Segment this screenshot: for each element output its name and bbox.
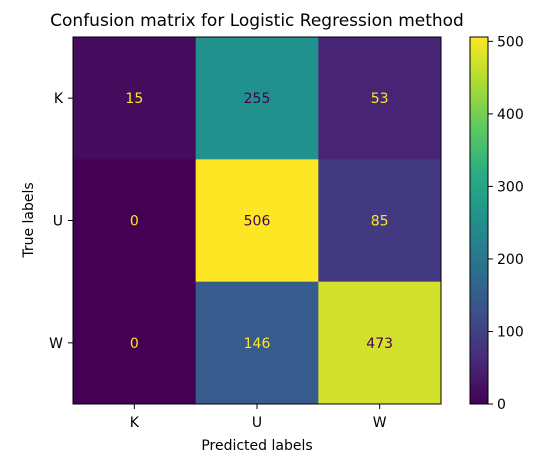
x-tick-label: W <box>373 415 387 431</box>
heatmap-cell <box>318 37 442 160</box>
cell-value-label: 0 <box>130 336 139 352</box>
heatmap-cell <box>73 159 197 283</box>
cell-value-label: 146 <box>244 336 271 352</box>
colorbar-tick-label: 400 <box>497 107 524 123</box>
y-tick-label: U <box>53 214 63 230</box>
cell-value-label: 473 <box>366 336 393 352</box>
x-tick-label: U <box>252 415 262 431</box>
colorbar-tick-label: 200 <box>497 252 524 268</box>
colorbar-tick-label: 500 <box>497 34 524 50</box>
y-axis-ticks: K U W <box>49 91 73 352</box>
colorbar-tick-label: 100 <box>497 324 524 340</box>
heatmap-cell <box>195 159 319 283</box>
y-tick-label: K <box>54 91 64 107</box>
colorbar-tick-label: 0 <box>497 397 506 413</box>
heatmap-cell <box>73 37 197 160</box>
heatmap-cell <box>318 159 442 283</box>
heatmap-cell <box>318 281 442 405</box>
chart-title: Confusion matrix for Logistic Regression… <box>50 11 464 31</box>
cell-value-label: 15 <box>125 91 143 107</box>
y-tick-label: W <box>49 336 63 352</box>
colorbar-ticks: 0 100 200 300 400 500 <box>488 34 524 413</box>
colorbar <box>469 36 489 405</box>
cell-value-label: 506 <box>244 214 271 230</box>
x-axis-label: Predicted labels <box>201 438 312 454</box>
cell-value-label: 255 <box>244 91 271 107</box>
heatmap-cells <box>73 37 442 405</box>
colorbar-tick-label: 300 <box>497 179 524 195</box>
cell-value-label: 85 <box>371 214 389 230</box>
y-axis-label: True labels <box>21 182 37 258</box>
heatmap-cell-labels: 15 255 53 0 506 85 0 146 473 <box>125 91 393 352</box>
cell-value-label: 53 <box>371 91 389 107</box>
x-tick-label: K <box>130 415 140 431</box>
heatmap-cell <box>195 281 319 405</box>
cell-value-label: 0 <box>130 214 139 230</box>
heatmap-cell <box>73 281 197 405</box>
heatmap-cell <box>195 37 319 160</box>
